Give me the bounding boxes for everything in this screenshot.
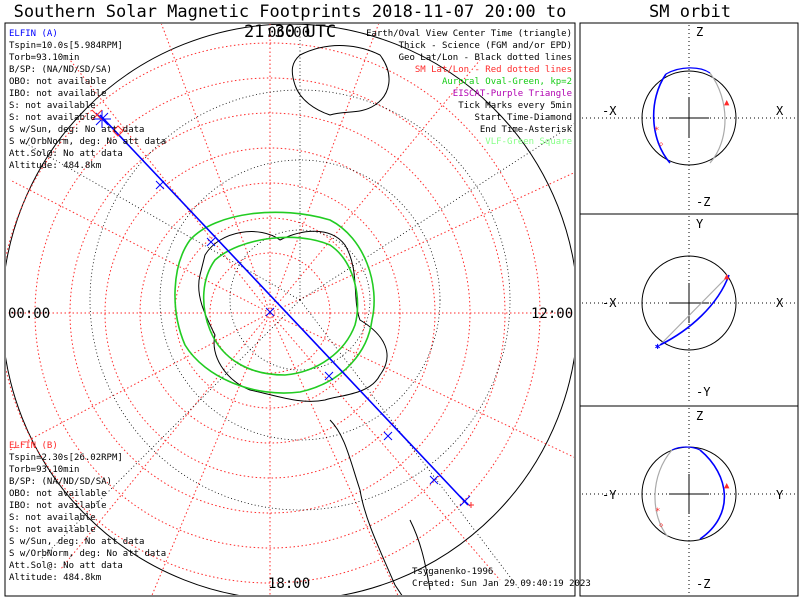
legend-sm: SM Lat/Lon - Red dotted lines <box>414 65 572 75</box>
map-label-right: 12:00 <box>531 306 574 322</box>
panel3-left: -Y <box>602 488 617 502</box>
panel3-top: Z <box>696 409 704 423</box>
legend-ticks: Tick Marks every 5min <box>458 101 572 111</box>
legend-science: Thick - Science (FGM and/or EPD) <box>398 41 572 51</box>
elfin-b-name: ELFIN (B) <box>9 441 58 451</box>
svg-text:▲: ▲ <box>724 98 730 108</box>
elfin-b-info: ELFIN (B) Tspin=2.30s[26.02RPM] Torb=93.… <box>9 440 166 584</box>
elfin-b-tspin: Tspin=2.30s[26.02RPM] <box>9 453 123 463</box>
track-red-markers <box>91 109 474 508</box>
elfin-b-obo: OBO: not available <box>9 489 107 499</box>
svg-text:▲: ▲ <box>724 272 730 282</box>
svg-text:◇: ◇ <box>659 521 664 529</box>
legend-vlf: VLF-Green Square <box>485 137 572 147</box>
elfin-a-tspin: Tspin=10.0s[5.984RPM] <box>9 41 123 51</box>
sm-frame <box>579 22 799 597</box>
sm-orbit-title: SM orbit <box>649 2 731 22</box>
legend-end: End Time-Asterisk <box>479 125 572 135</box>
elfin-b-torb: Torb=93.10min <box>9 465 80 475</box>
elfin-b-swsun: S w/Sun, deg: No att data <box>9 537 145 547</box>
elfin-b-ibo: IBO: not available <box>9 501 107 511</box>
map-label-bottom: 18:00 <box>268 576 311 592</box>
sm-panel-1: ▲ * ◇ <box>582 25 796 212</box>
svg-text:▲: ▲ <box>724 481 730 491</box>
svg-text:✱: ✱ <box>655 342 661 352</box>
footer-model: Tsyganenko-1996 <box>412 567 494 577</box>
legend-view-center: Earth/Oval View Center Time (triangle) <box>366 29 572 39</box>
track-ticks <box>93 110 471 507</box>
elfin-a-torb: Torb=93.10min <box>9 53 80 63</box>
elfin-a-obo: OBO: not available <box>9 77 107 87</box>
map-label-top: 06:00 <box>268 25 311 41</box>
panel2-left: -X <box>602 296 617 310</box>
elfin-a-attsol: Att.Sol@: No att data <box>9 149 123 159</box>
panel2-top: Y <box>696 217 704 231</box>
footer-created: Created: Sun Jan 29 09:40:19 2023 <box>412 579 591 589</box>
svg-text:◇: ◇ <box>659 140 664 148</box>
footprint-track <box>99 114 469 506</box>
panel1-top: Z <box>696 25 704 39</box>
legend: Earth/Oval View Center Time (triangle) T… <box>366 28 572 148</box>
panel3-right: Y <box>776 488 784 502</box>
coast-outline <box>409 519 431 591</box>
panel1-right: X <box>776 104 784 118</box>
elfin-a-s1: S: not available <box>9 101 96 111</box>
australia-outline <box>291 45 390 116</box>
elfin-b-bsp: B/SP: (NA/ND/SD/SA) <box>9 477 112 487</box>
south-america-outline <box>329 419 403 595</box>
elfin-b-attsol: Att.Sol@: No att data <box>9 561 123 571</box>
map-label-left: 00:00 <box>8 306 51 322</box>
map-frame <box>4 22 576 597</box>
elfin-a-sworb: S w/OrbNorm, deg: No att data <box>9 137 167 147</box>
sm-panel-3: ▲ * ◇ <box>582 408 796 596</box>
legend-geo: Geo Lat/Lon - Black dotted lines <box>398 53 572 63</box>
geo-lon-lines <box>19 24 574 591</box>
panel2-bottom: -Y <box>696 385 711 399</box>
sm-lon-lines <box>6 24 574 595</box>
elfin-a-s2: S: not available <box>9 113 96 123</box>
antarctica-outline <box>198 230 388 402</box>
elfin-a-name: ELFIN (A) <box>9 29 58 39</box>
page-title: Southern Solar Magnetic Footprints 2018-… <box>13 2 567 42</box>
svg-text:*: * <box>654 126 659 136</box>
elfin-a-swsun: S w/Sun, deg: No att data <box>9 125 145 135</box>
elfin-b-s1: S: not available <box>9 513 96 523</box>
legend-oval: Auroral Oval-Green, kp=2 <box>441 77 572 87</box>
elfin-b-altitude: Altitude: 484.8km <box>9 573 102 583</box>
elfin-b-sworb: S w/OrbNorm, deg: No att data <box>9 549 167 559</box>
panel2-right: X <box>776 296 784 310</box>
elfin-a-altitude: Altitude: 484.8km <box>9 161 102 171</box>
svg-text:*: * <box>655 507 660 517</box>
sm-panel-2: ▲ ✱ <box>582 216 796 404</box>
auroral-oval-outer <box>174 211 375 394</box>
elfin-a-bsp: B/SP: (NA/ND/SD/SA) <box>9 65 112 75</box>
panel3-bottom: -Z <box>696 577 711 591</box>
panel1-bottom: -Z <box>696 195 711 209</box>
elfin-a-ibo: IBO: not available <box>9 89 107 99</box>
elfin-b-s2: S: not available <box>9 525 96 535</box>
panel1-left: -X <box>602 104 617 118</box>
legend-start: Start Time-Diamond <box>474 113 572 123</box>
auroral-oval-inner <box>202 236 359 376</box>
elfin-a-info: ELFIN (A) Tspin=10.0s[5.984RPM] Torb=93.… <box>9 28 166 172</box>
legend-eiscat: EISCAT-Purple Triangle <box>452 89 572 99</box>
polar-map <box>6 24 574 595</box>
